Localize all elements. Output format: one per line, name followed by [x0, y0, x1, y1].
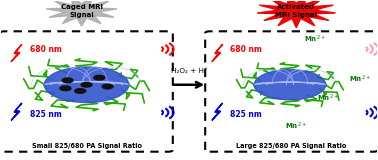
Text: 680 nm: 680 nm	[30, 45, 62, 54]
Text: Small 825/680 PA Signal Ratio: Small 825/680 PA Signal Ratio	[31, 143, 142, 149]
Circle shape	[62, 78, 73, 83]
Circle shape	[94, 75, 105, 80]
Text: Activated
MRI Signal: Activated MRI Signal	[275, 4, 318, 18]
Polygon shape	[46, 0, 117, 26]
Circle shape	[81, 82, 92, 87]
Polygon shape	[11, 103, 22, 120]
FancyBboxPatch shape	[0, 31, 173, 152]
Polygon shape	[11, 44, 22, 62]
Polygon shape	[257, 0, 336, 28]
Circle shape	[102, 84, 113, 89]
FancyBboxPatch shape	[205, 31, 378, 152]
Text: 825 nm: 825 nm	[30, 110, 62, 119]
Circle shape	[60, 86, 71, 91]
Polygon shape	[212, 44, 223, 62]
Circle shape	[44, 67, 129, 103]
Text: Large 825/680 PA Signal Ratio: Large 825/680 PA Signal Ratio	[236, 143, 347, 149]
Text: Caged MRI
Signal: Caged MRI Signal	[60, 4, 103, 18]
Circle shape	[75, 89, 86, 93]
Text: H₂O₂ + H⁺: H₂O₂ + H⁺	[170, 68, 208, 74]
Text: 680 nm: 680 nm	[231, 45, 262, 54]
Text: Mn$^{2+}$: Mn$^{2+}$	[285, 120, 307, 132]
Text: 825 nm: 825 nm	[231, 110, 262, 119]
Circle shape	[254, 70, 326, 100]
Text: Mn$^{2+}$: Mn$^{2+}$	[318, 93, 339, 104]
Text: Mn$^{2+}$: Mn$^{2+}$	[304, 34, 326, 45]
Text: Mn$^{2+}$: Mn$^{2+}$	[350, 74, 371, 85]
Polygon shape	[212, 103, 223, 120]
